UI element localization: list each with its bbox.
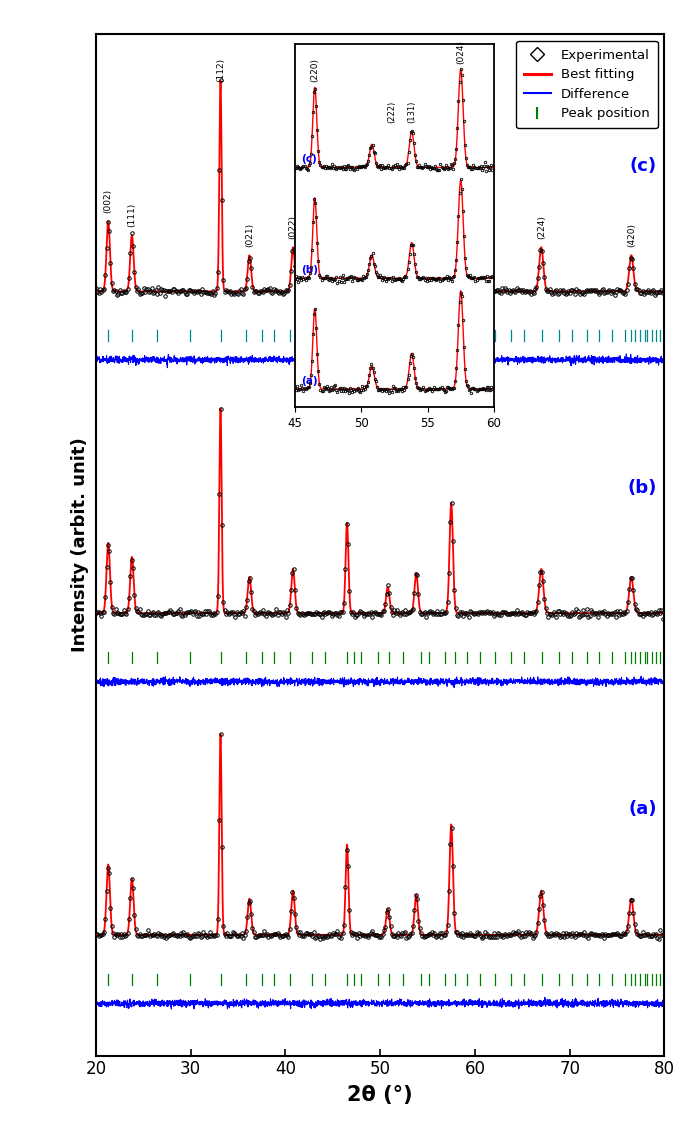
Text: (002): (002) [103, 188, 113, 213]
Text: (112): (112) [216, 58, 225, 83]
X-axis label: 2θ (°): 2θ (°) [347, 1085, 413, 1105]
Text: (a): (a) [628, 800, 657, 818]
Text: (224): (224) [537, 216, 546, 239]
Text: (024): (024) [447, 149, 456, 173]
Text: (420): (420) [627, 224, 636, 247]
Text: (021): (021) [245, 224, 254, 247]
Text: (222)
(131): (222) (131) [408, 207, 425, 232]
Text: (c): (c) [630, 157, 657, 175]
Y-axis label: Intensity (arbit. unit): Intensity (arbit. unit) [71, 437, 89, 653]
Text: (111): (111) [127, 203, 136, 227]
Text: (022): (022) [288, 216, 297, 239]
Legend: Experimental, Best fitting, Difference, Peak position: Experimental, Best fitting, Difference, … [516, 41, 658, 128]
Text: (b): (b) [627, 479, 657, 496]
Text: (220): (220) [342, 169, 351, 193]
